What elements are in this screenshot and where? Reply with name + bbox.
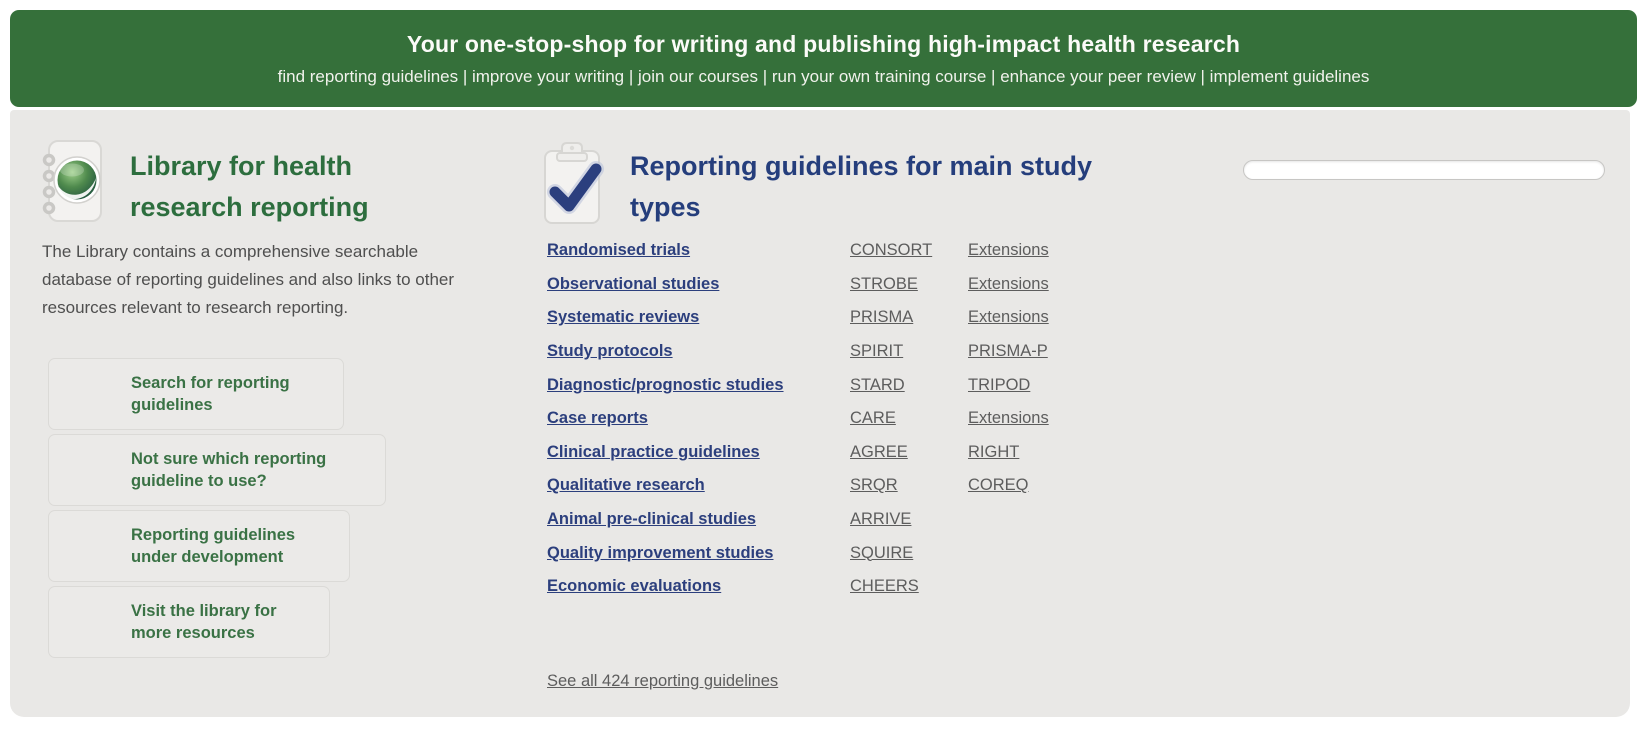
study-type-link[interactable]: Quality improvement studies: [547, 543, 774, 562]
study-type-link[interactable]: Systematic reviews: [547, 308, 700, 327]
not-sure-which-guideline-button[interactable]: Not sure which reporting guideline to us…: [48, 434, 386, 506]
guideline-link[interactable]: ARRIVE: [850, 510, 912, 529]
extension-link[interactable]: Extensions: [968, 409, 1049, 428]
study-type-link[interactable]: Animal pre-clinical studies: [547, 510, 757, 529]
extension-link[interactable]: Extensions: [968, 274, 1049, 293]
clipboard-check-icon: [544, 142, 604, 224]
guideline-link[interactable]: CONSORT: [850, 241, 933, 260]
guideline-link[interactable]: CARE: [850, 409, 896, 428]
see-all-guidelines-link[interactable]: See all 424 reporting guidelines: [547, 672, 779, 690]
guideline-link[interactable]: STARD: [850, 375, 905, 394]
library-description: The Library contains a comprehensive sea…: [42, 242, 455, 318]
banner-links-line[interactable]: find reporting guidelines | improve your…: [277, 66, 1370, 86]
library-section-header: Library for health research reporting: [38, 138, 450, 227]
visit-library-button[interactable]: Visit the library for more resources: [48, 586, 330, 658]
extension-link[interactable]: PRISMA-P: [968, 342, 1048, 361]
guideline-link[interactable]: CHEERS: [850, 577, 919, 596]
study-type-link[interactable]: Study protocols: [547, 342, 673, 361]
study-type-link[interactable]: Case reports: [547, 409, 648, 428]
guidelines-heading: Reporting guidelines for main study type…: [630, 151, 1093, 222]
top-banner: Your one-stop-shop for writing and publi…: [10, 10, 1637, 107]
study-type-link[interactable]: Qualitative research: [547, 476, 705, 495]
guideline-link[interactable]: SQUIRE: [850, 543, 914, 562]
study-type-link[interactable]: Economic evaluations: [547, 577, 722, 596]
library-buttons-group: Search for reporting guidelines Not sure…: [48, 358, 386, 658]
search-input[interactable]: [1243, 160, 1605, 180]
study-type-link[interactable]: Diagnostic/prognostic studies: [547, 375, 784, 394]
guideline-link[interactable]: SRQR: [850, 476, 898, 495]
guidelines-under-development-button[interactable]: Reporting guidelines under development: [48, 510, 350, 582]
library-heading: Library for health research reporting: [130, 151, 369, 222]
guideline-link[interactable]: PRISMA: [850, 308, 914, 327]
banner-title: Your one-stop-shop for writing and publi…: [406, 30, 1241, 57]
extension-link[interactable]: COREQ: [968, 476, 1029, 495]
main-panel: Library for health research reporting Th…: [10, 110, 1630, 717]
guidelines-section-header: Reporting guidelines for main study type…: [538, 138, 1110, 228]
study-type-link[interactable]: Observational studies: [547, 274, 720, 293]
study-type-link[interactable]: Randomised trials: [547, 241, 691, 260]
guideline-link[interactable]: STROBE: [850, 274, 918, 293]
extension-link[interactable]: TRIPOD: [968, 375, 1031, 394]
study-type-link[interactable]: Clinical practice guidelines: [547, 442, 760, 461]
extension-link[interactable]: Extensions: [968, 241, 1049, 260]
guideline-link[interactable]: SPIRIT: [850, 342, 904, 361]
guidelines-table: Randomised trials CONSORT Extensions Obs…: [547, 234, 1128, 604]
notebook-globe-icon: [42, 140, 102, 222]
extension-link[interactable]: Extensions: [968, 308, 1049, 327]
guideline-link[interactable]: AGREE: [850, 442, 908, 461]
search-guidelines-button[interactable]: Search for reporting guidelines: [48, 358, 344, 430]
extension-link[interactable]: RIGHT: [968, 442, 1020, 461]
